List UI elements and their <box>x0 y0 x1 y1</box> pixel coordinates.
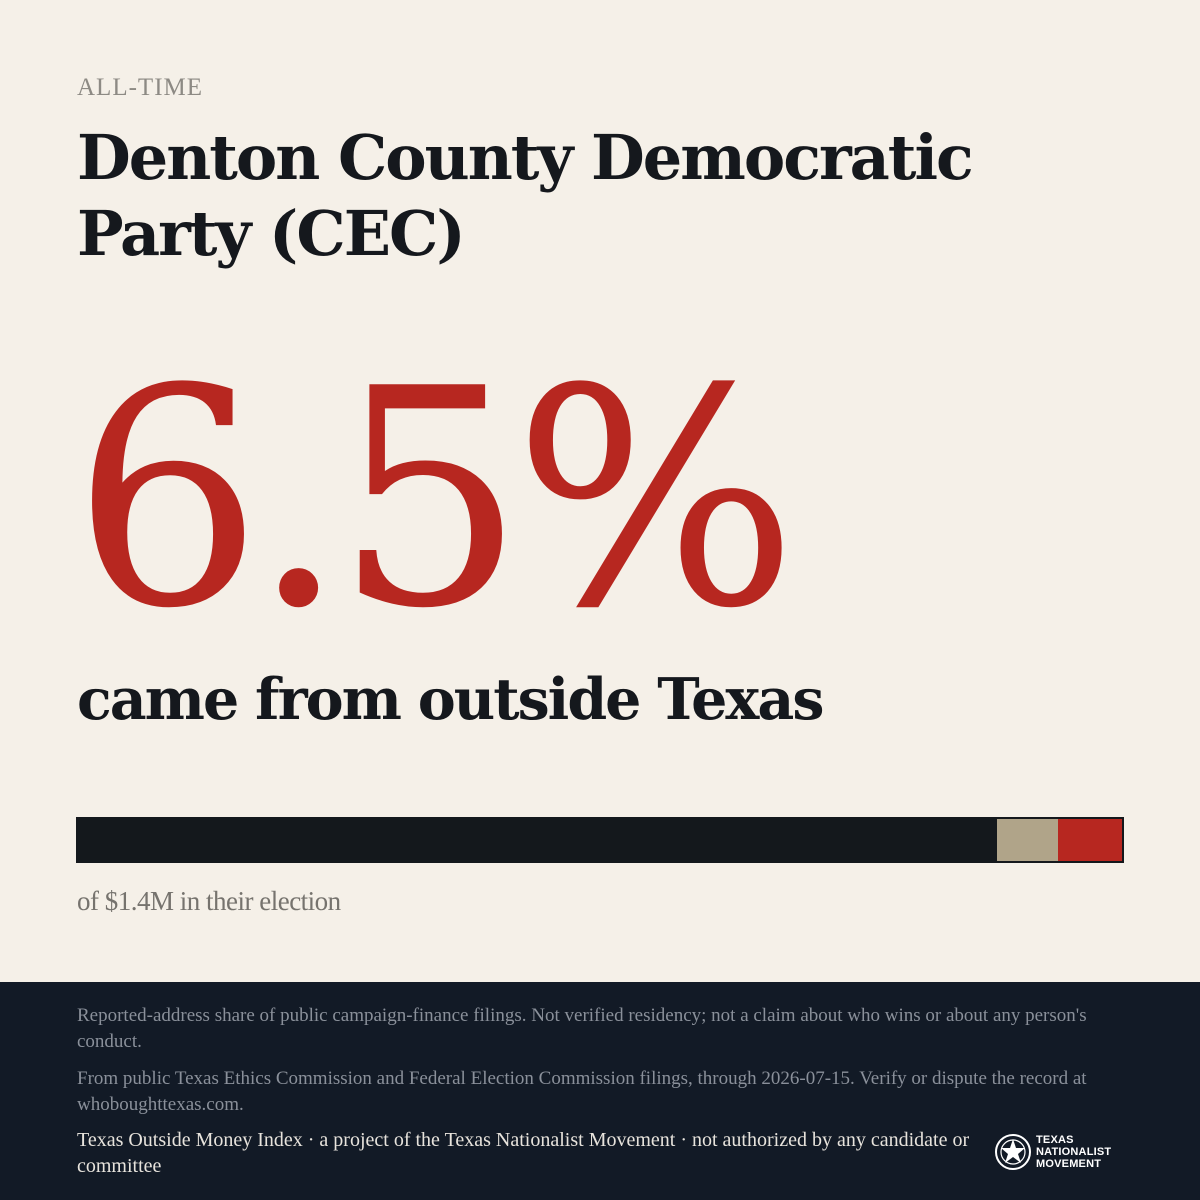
time-range-label: ALL-TIME <box>77 74 204 101</box>
source-note: From public Texas Ethics Commission and … <box>77 1068 1087 1115</box>
total-raised-caption: of $1.4M in their election <box>77 886 341 916</box>
logo-line-texas: TEXAS <box>1036 1134 1074 1146</box>
funding-share-bar <box>76 817 1124 863</box>
bar-segment-unknown <box>996 819 1059 861</box>
logo-line-movement: MOVEMENT <box>1036 1158 1102 1170</box>
logo-wordmark: TEXAS NATIONALIST MOVEMENT <box>1036 1134 1111 1170</box>
logo-line-nationalist: NATIONALIST <box>1036 1146 1112 1158</box>
bar-segment-texas <box>78 819 997 861</box>
star-seal-icon <box>995 1134 1031 1170</box>
outside-share-percent: 6.5% <box>72 325 798 674</box>
tnm-logo: TEXAS NATIONALIST MOVEMENT <box>994 1132 1124 1172</box>
project-credit: Texas Outside Money Index · a project of… <box>77 1129 970 1177</box>
main-panel: ALL-TIME Denton County Democratic Party … <box>72 74 1124 916</box>
outside-share-tagline: came from outside Texas <box>77 666 824 733</box>
bar-segment-outside <box>1058 819 1122 861</box>
disclaimer-note: Reported-address share of public campaig… <box>77 1005 1087 1052</box>
committee-title: Denton County Democratic Party (CEC) <box>77 121 974 270</box>
